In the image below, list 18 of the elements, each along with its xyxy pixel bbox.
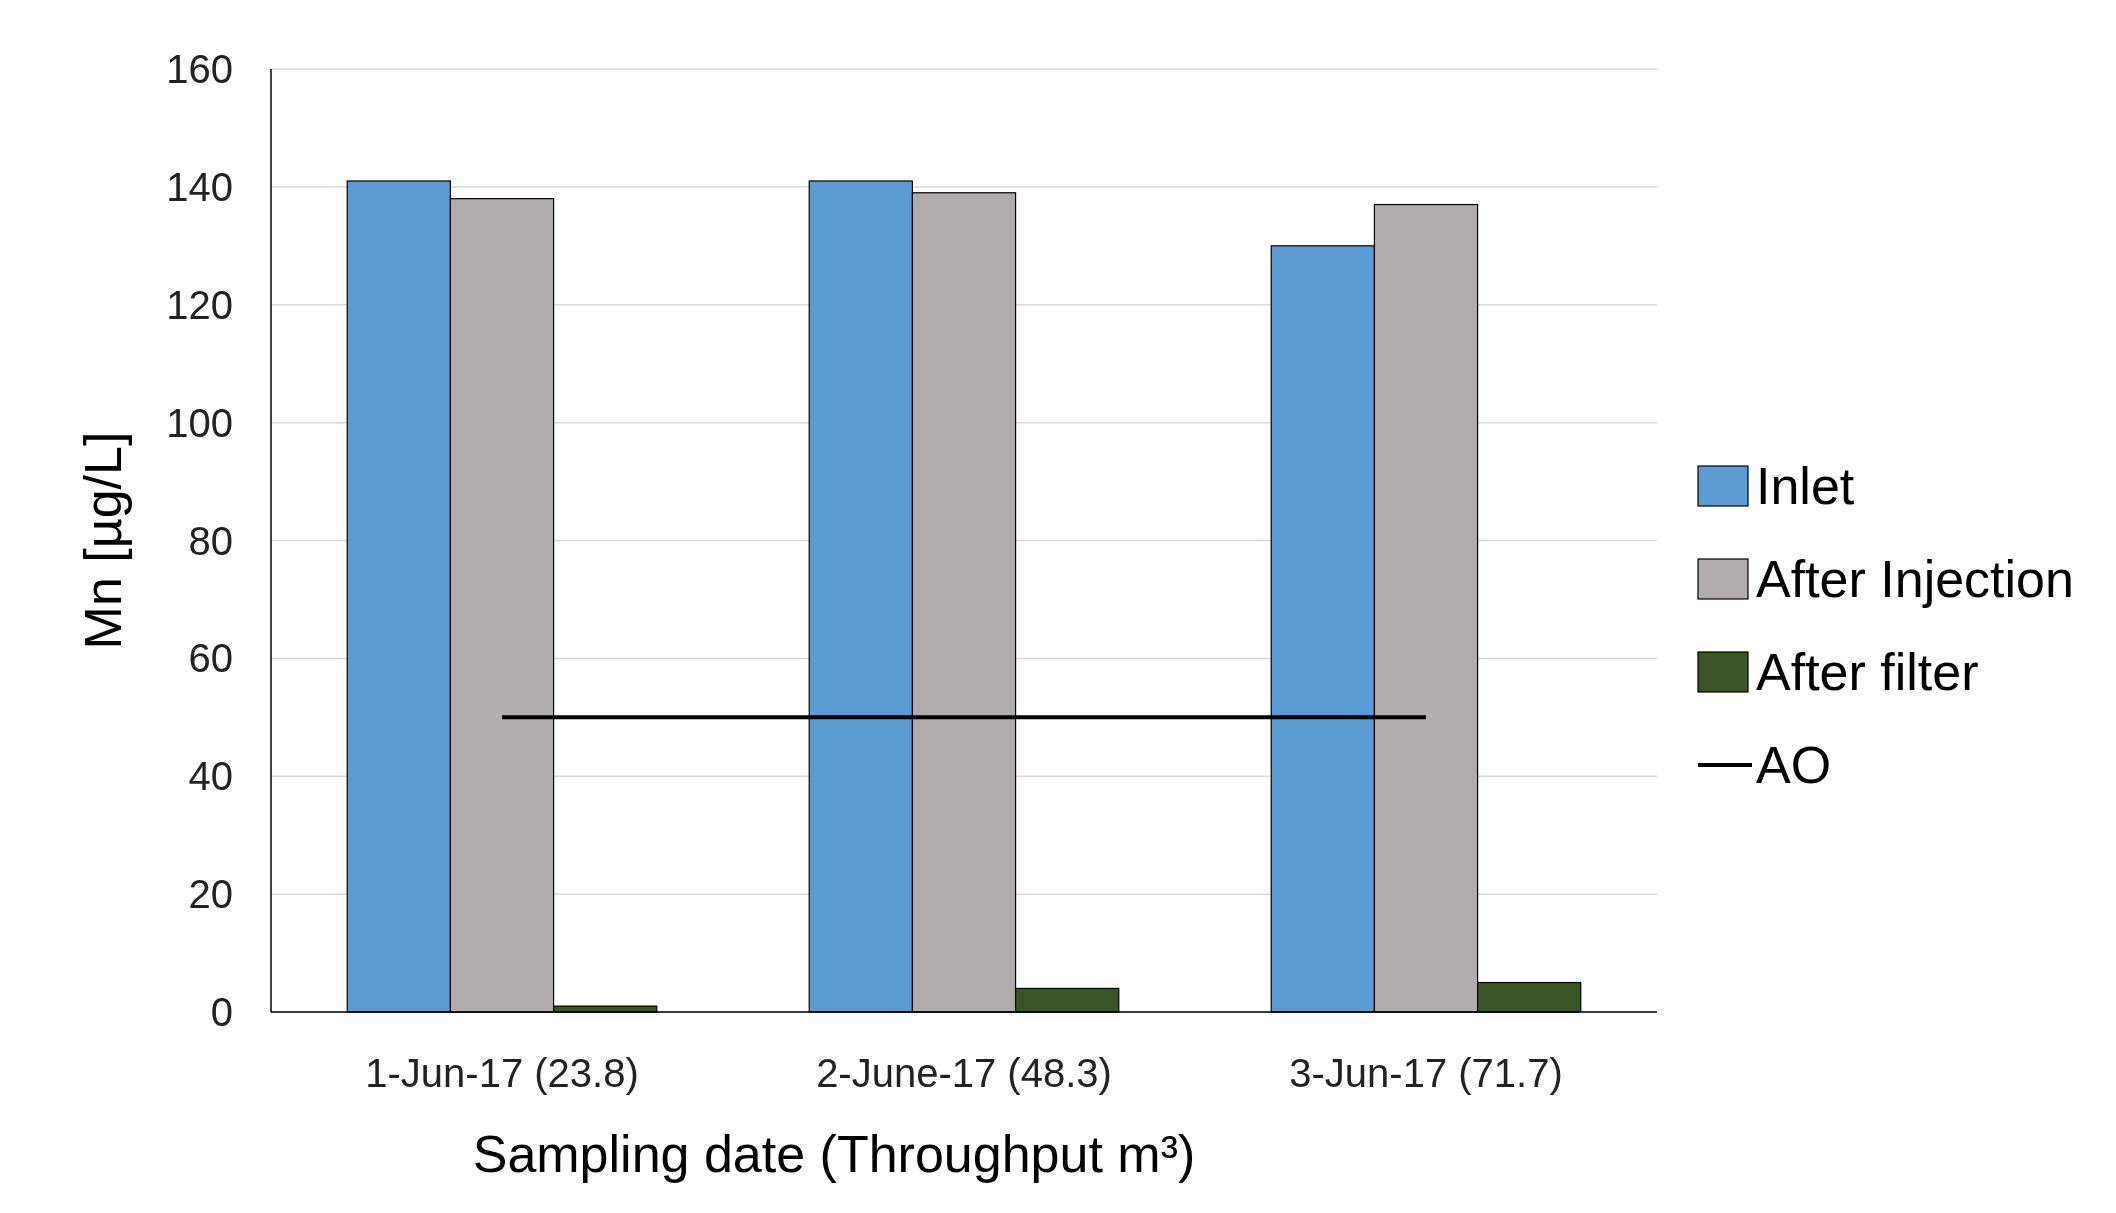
y-tick-label: 0 bbox=[210, 990, 233, 1034]
y-tick-label: 40 bbox=[188, 754, 233, 799]
legend-label: After filter bbox=[1756, 643, 1979, 702]
legend-label: After Injection bbox=[1756, 550, 2074, 609]
y-tick-label: 80 bbox=[188, 518, 233, 563]
x-axis-title: Sampling date (Throughput m³) bbox=[472, 1125, 1196, 1183]
legend-label: Inlet bbox=[1756, 457, 1855, 516]
x-tick-label: 3-Jun-17 (71.7) bbox=[1289, 1051, 1563, 1095]
y-tick-label: 120 bbox=[166, 282, 233, 327]
y-tick-label: 100 bbox=[166, 400, 233, 445]
legend-label: AO bbox=[1756, 736, 1832, 795]
y-tick-label: 140 bbox=[166, 164, 233, 209]
x-tick-label: 1-Jun-17 (23.8) bbox=[365, 1051, 639, 1095]
y-axis-title: Mn [µg/L] bbox=[74, 431, 132, 650]
y-tick-label: 160 bbox=[166, 47, 233, 91]
x-tick-label: 2-June-17 (48.3) bbox=[816, 1051, 1112, 1095]
y-tick-label: 20 bbox=[188, 872, 233, 917]
y-tick-label: 60 bbox=[188, 636, 233, 681]
